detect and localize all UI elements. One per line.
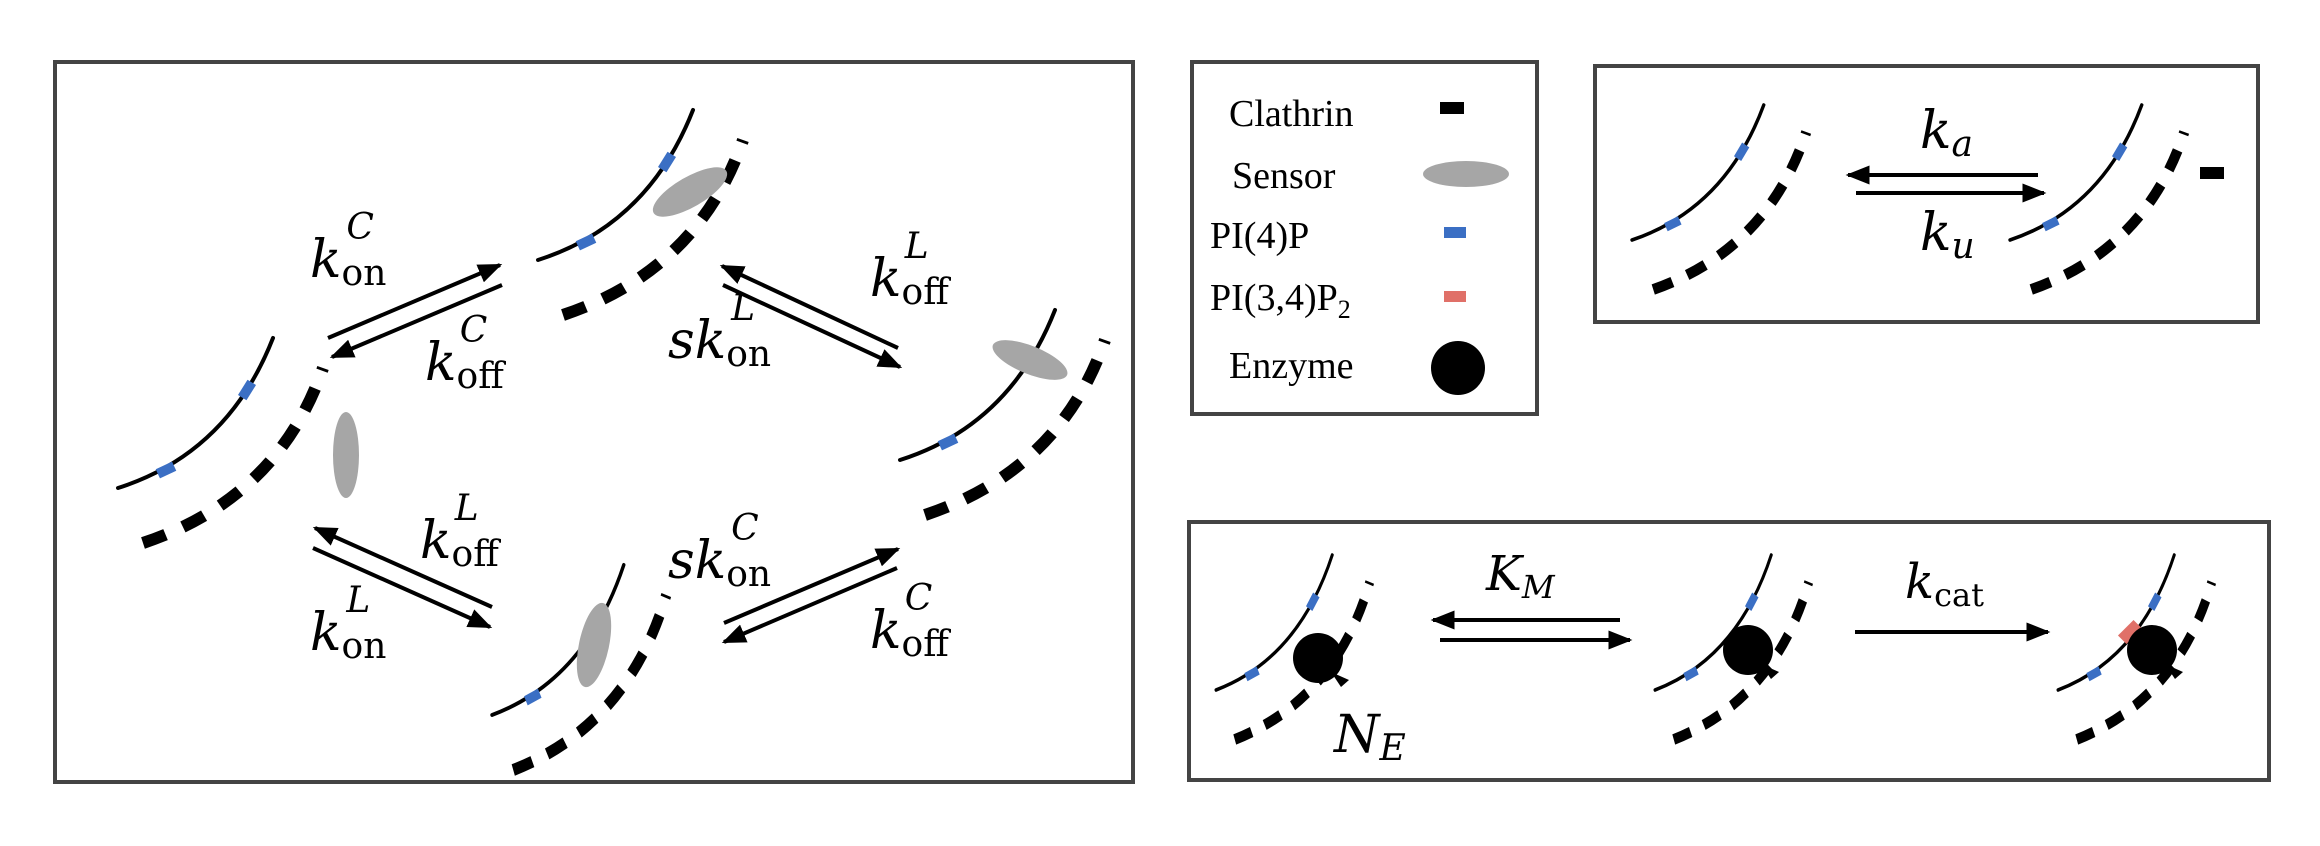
rate-ku: ku bbox=[1920, 203, 1975, 267]
free-clathrin-icon bbox=[2200, 167, 2224, 179]
enzyme-bound bbox=[1723, 625, 1779, 679]
arrow-forward-bottom-left bbox=[312, 546, 493, 629]
enzyme-kinetics-panel: KM kcat NE bbox=[1187, 520, 2271, 782]
legend-enzyme-icon bbox=[1431, 341, 1485, 395]
arrow-forward-top-left bbox=[327, 263, 503, 340]
rate-kon-clathrin-top: konC bbox=[310, 207, 386, 294]
label-ne: NE bbox=[1332, 705, 1406, 769]
sensor-ellipse-bound-bottom bbox=[576, 602, 612, 688]
legend-label-sensor: Sensor bbox=[1232, 155, 1336, 197]
rate-kon-lipid-bottom: konL bbox=[310, 580, 386, 667]
legend-pi4p-icon bbox=[1444, 227, 1466, 238]
sensor-ellipse-free bbox=[333, 412, 359, 498]
legend-panel: Clathrin Sensor PI(4)P PI(3,4)P2 Enzyme bbox=[1190, 60, 1539, 416]
rate-koff-clathrin-bottom: koffC bbox=[870, 578, 951, 665]
rate-ka: ka bbox=[1920, 101, 1973, 165]
legend-label-pi4p: PI(4)P bbox=[1210, 215, 1309, 257]
rate-kcat: kcat bbox=[1905, 554, 1984, 614]
arrow-back-top-right bbox=[719, 264, 899, 350]
enzyme-unbound bbox=[1293, 633, 1349, 687]
main-scheme-panel: konC koffC skonL koffL koffL konL skonC … bbox=[53, 60, 1135, 784]
rate-s-kon-clathrin-bottom: skonC bbox=[668, 508, 771, 595]
arrow-back-top-left bbox=[329, 283, 503, 359]
rate-koff-lipid-bottom: koffL bbox=[420, 488, 501, 575]
rate-s-kon-lipid-top: skonL bbox=[668, 288, 771, 375]
rate-koff-lipid-top: koffL bbox=[870, 226, 951, 313]
product-pi34p2-marker bbox=[2117, 619, 2143, 645]
rate-km: KM bbox=[1485, 546, 1556, 606]
legend-label-pi34p2: PI(3,4)P2 bbox=[1210, 277, 1351, 324]
rate-koff-clathrin-top: koffC bbox=[425, 310, 506, 397]
sensor-ellipse-bound-top bbox=[652, 167, 728, 217]
legend-clathrin-icon bbox=[1440, 102, 1464, 114]
legend-pi34p2-icon bbox=[1444, 291, 1466, 302]
enzyme-product bbox=[2127, 625, 2183, 679]
legend-label-clathrin: Clathrin bbox=[1229, 93, 1354, 135]
sensor-ellipse-bound-right bbox=[992, 340, 1068, 380]
arrow-forward-bottom-right bbox=[723, 547, 901, 625]
arrow-back-bottom-left bbox=[312, 526, 493, 609]
legend-sensor-icon bbox=[1423, 161, 1509, 187]
clathrin-binding-panel: ka ku bbox=[1593, 64, 2260, 324]
arrow-back-bottom-right bbox=[721, 566, 898, 644]
arrow-forward-top-right bbox=[722, 283, 903, 369]
legend-label-enzyme: Enzyme bbox=[1229, 345, 1354, 387]
